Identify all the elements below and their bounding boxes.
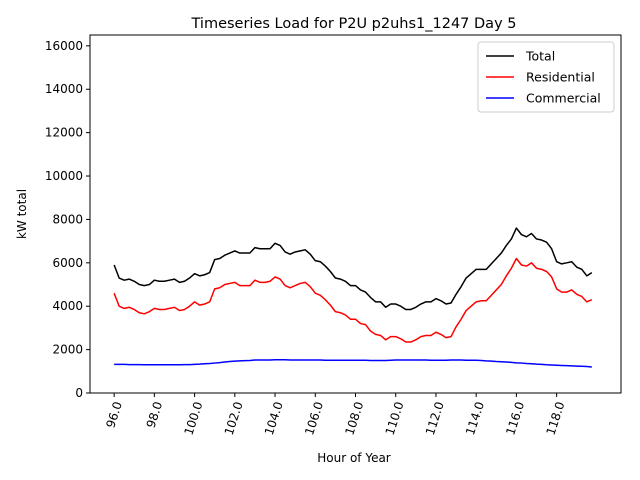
y-tick-label: 4000 bbox=[52, 299, 83, 313]
y-tick-label: 12000 bbox=[45, 126, 83, 140]
x-tick-label: 98.0 bbox=[144, 400, 166, 430]
x-tick-label: 96.0 bbox=[103, 400, 125, 430]
y-tick-label: 10000 bbox=[45, 169, 83, 183]
legend: Total Residential Commercial bbox=[477, 41, 615, 113]
y-axis: 0 2000 4000 6000 8000 10000 12000 14000 16000 bbox=[45, 39, 90, 400]
y-tick-label: 6000 bbox=[52, 256, 83, 270]
x-axis-label: Hour of Year bbox=[317, 451, 391, 465]
y-axis-label: kW total bbox=[15, 189, 29, 239]
x-tick-label: 114.0 bbox=[463, 400, 487, 437]
x-tick-label: 108.0 bbox=[342, 400, 366, 437]
y-tick-label: 0 bbox=[75, 386, 83, 400]
x-tick-label: 102.0 bbox=[222, 400, 246, 437]
series-line-total bbox=[113, 227, 593, 311]
y-tick-label: 2000 bbox=[52, 343, 83, 357]
x-axis: 96.0 98.0 100.0 102.0 104.0 106.0 108.0 110.0 11… bbox=[103, 393, 567, 437]
series-layer bbox=[113, 227, 593, 368]
y-tick-label: 16000 bbox=[45, 39, 83, 53]
y-tick-label: 8000 bbox=[52, 212, 83, 226]
y-tick-label: 14000 bbox=[45, 82, 83, 96]
x-tick-label: 100.0 bbox=[182, 400, 206, 437]
x-tick-label: 106.0 bbox=[302, 400, 326, 437]
x-tick-label: 112.0 bbox=[423, 400, 447, 437]
x-tick-label: 104.0 bbox=[262, 400, 286, 437]
x-tick-label: 116.0 bbox=[503, 400, 527, 437]
x-tick-label: 110.0 bbox=[383, 400, 407, 437]
x-tick-label: 118.0 bbox=[544, 400, 568, 437]
legend-box bbox=[477, 41, 615, 113]
chart-title: Timeseries Load for P2U p2uhs1_1247 Day … bbox=[191, 16, 517, 32]
legend-label-commercial: Commercial bbox=[526, 91, 601, 106]
series-line-residential bbox=[113, 257, 593, 343]
legend-label-residential: Residential bbox=[526, 70, 595, 85]
series-line-commercial bbox=[114, 359, 592, 368]
legend-label-total: Total bbox=[525, 49, 555, 64]
